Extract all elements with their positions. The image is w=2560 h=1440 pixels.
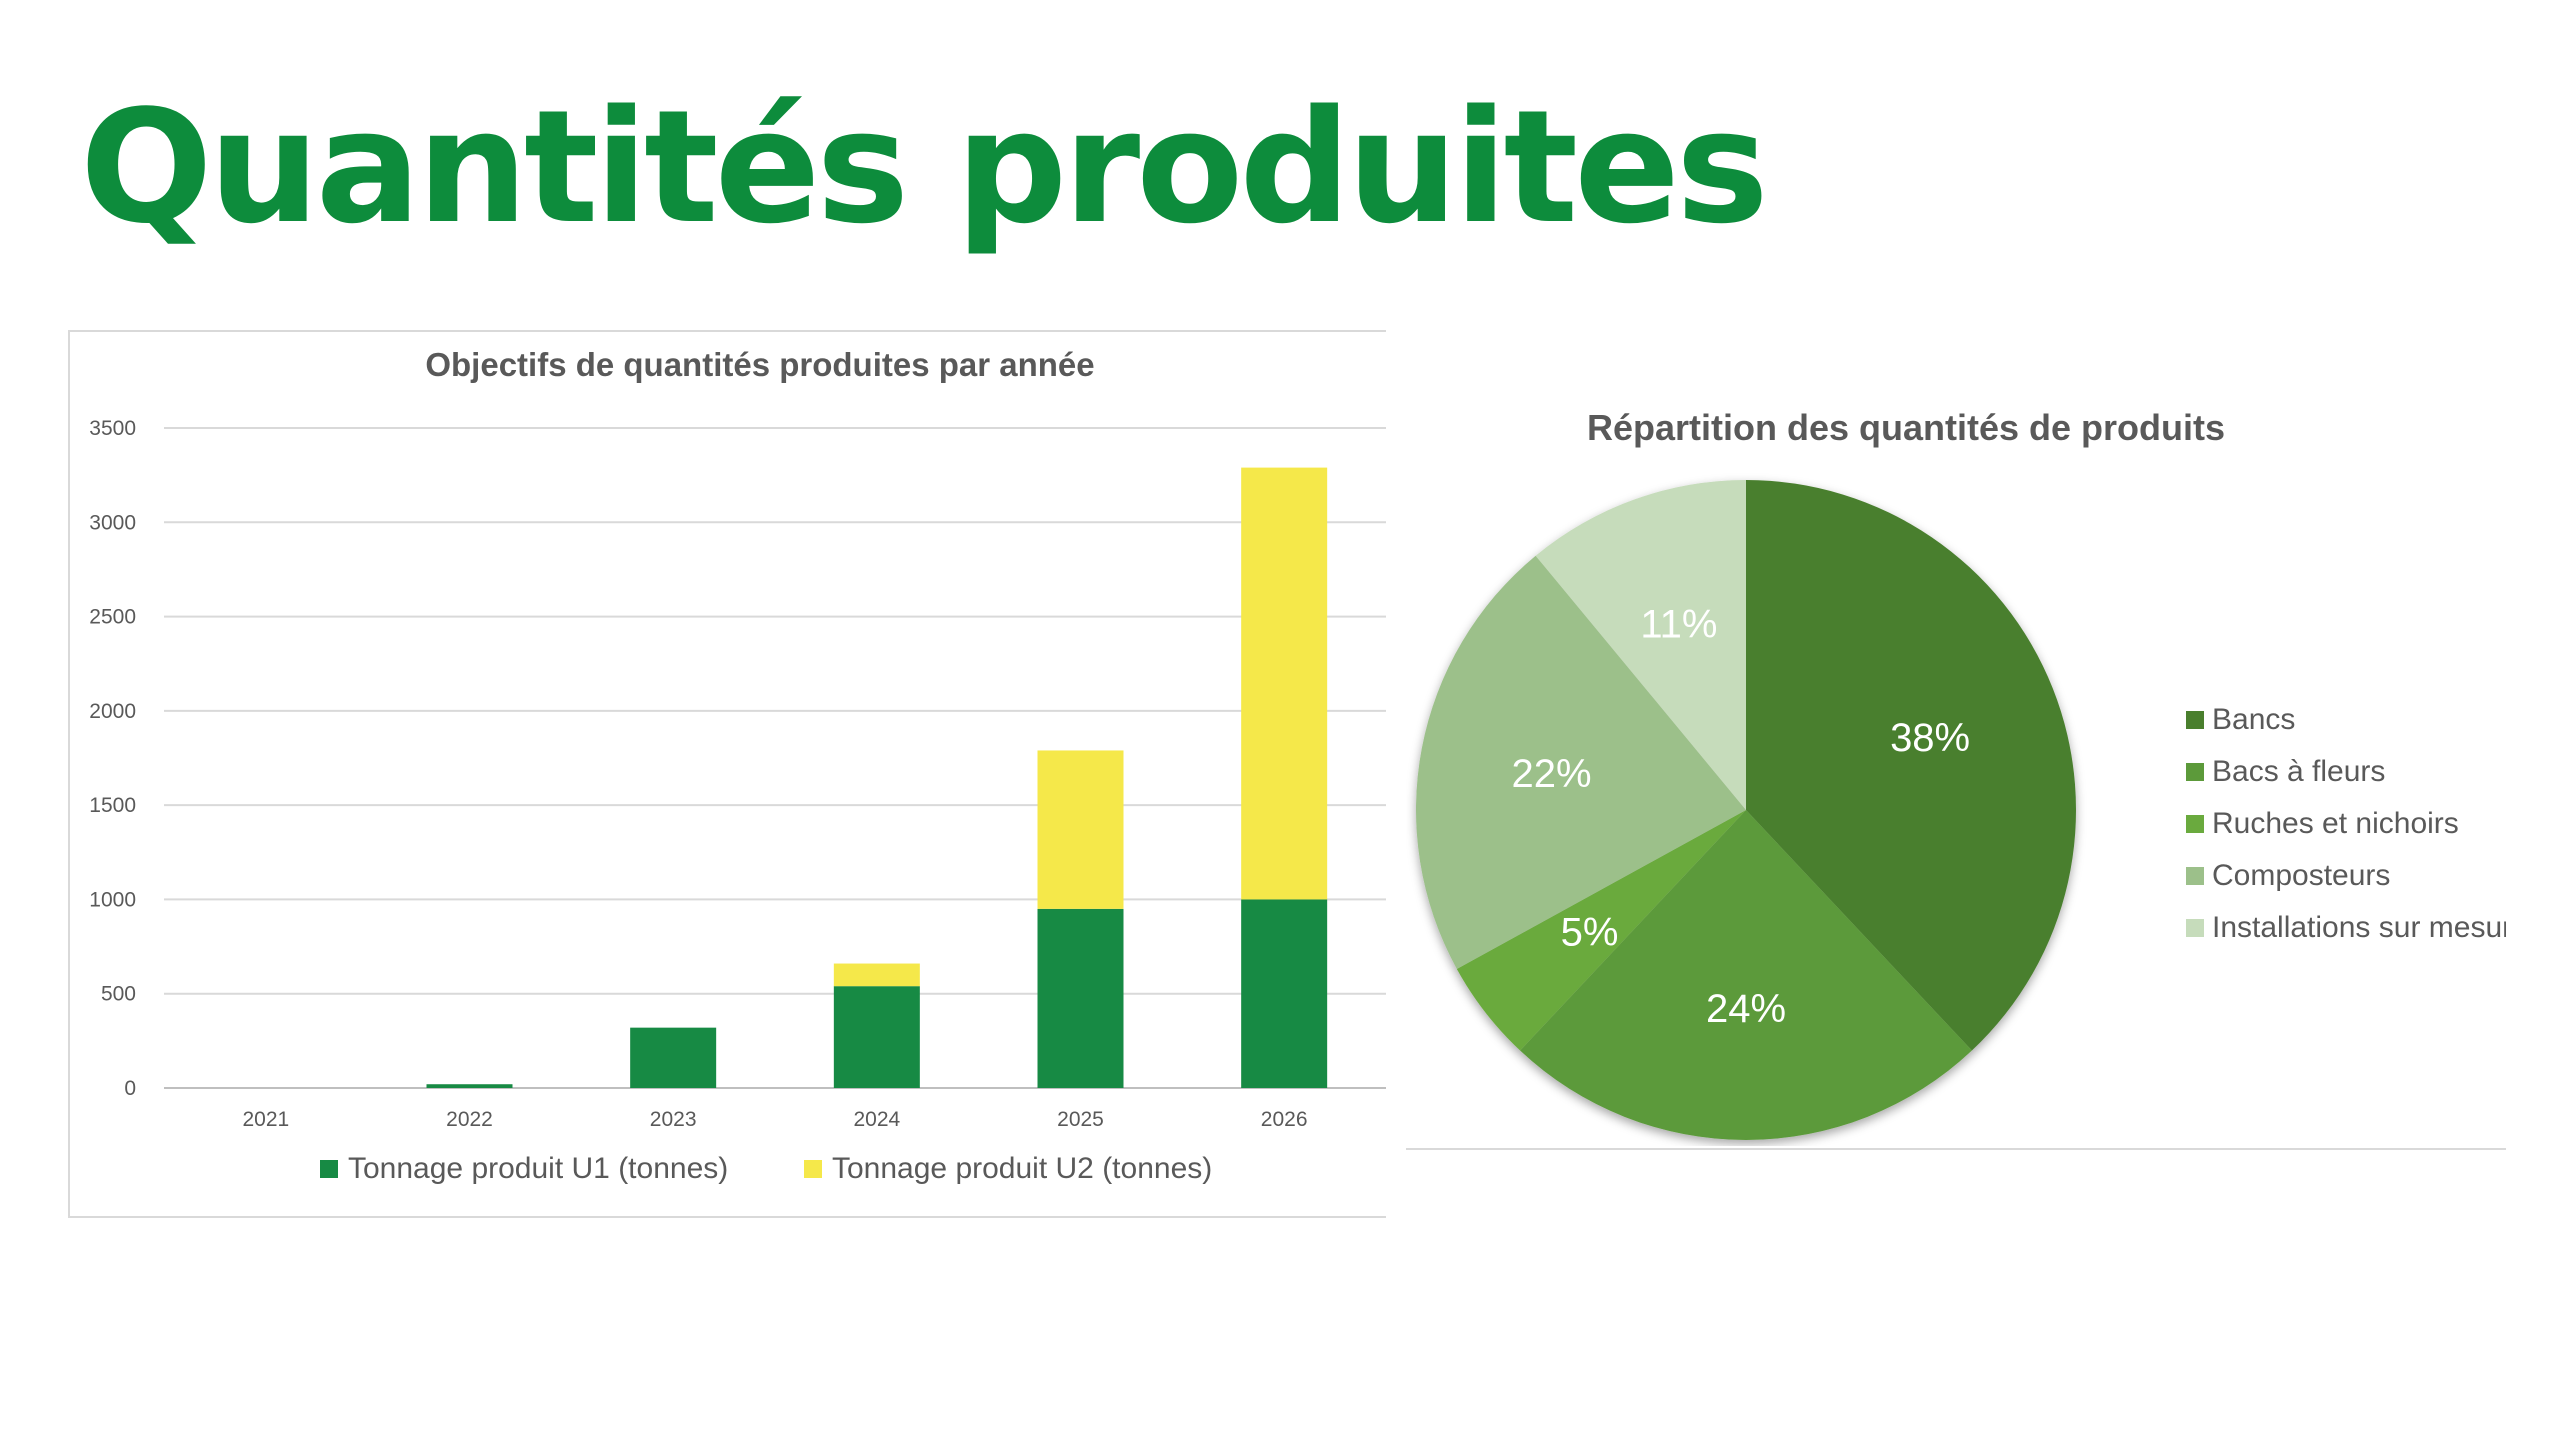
y-tick-label: 1500 xyxy=(89,794,136,817)
pie-slice-5 xyxy=(1535,480,1746,810)
legend-label: Bancs xyxy=(2212,703,2295,736)
legend-label: Tonnage produit U2 (tonnes) xyxy=(832,1152,1212,1185)
bar-2026-series-1 xyxy=(1241,899,1328,1088)
x-tick-label: 2026 xyxy=(1261,1108,1308,1131)
y-tick-label: 3500 xyxy=(89,417,136,440)
legend-label: Tonnage produit U1 (tonnes) xyxy=(348,1152,728,1185)
pie-slice-2 xyxy=(1520,810,1972,1140)
legend-swatch xyxy=(2186,867,2204,885)
bar-2025-series-2 xyxy=(1037,750,1124,909)
legend-label: Bacs à fleurs xyxy=(2212,755,2385,788)
bar-2024-series-1 xyxy=(833,986,920,1088)
bar-chart-title: Objectifs de quantités produites par ann… xyxy=(425,346,1094,383)
pie-slice-3 xyxy=(1456,810,1746,1051)
pie-data-label: 11% xyxy=(1640,603,1717,647)
pie-data-label: 38% xyxy=(1890,716,1970,760)
legend-swatch xyxy=(320,1160,338,1178)
x-tick-label: 2025 xyxy=(1057,1108,1104,1131)
bar-2023-series-1 xyxy=(630,1027,717,1088)
pie-chart-panel: Répartition des quantités de produits 38… xyxy=(1406,330,2529,1150)
pie-slice-1 xyxy=(1746,480,2076,1051)
y-tick-label: 1000 xyxy=(89,888,136,911)
y-tick-label: 3000 xyxy=(89,511,136,534)
pie-data-label: 5% xyxy=(1561,910,1619,954)
pie-slice-4 xyxy=(1416,555,1746,969)
x-tick-label: 2024 xyxy=(853,1108,900,1131)
legend-swatch xyxy=(2186,763,2204,781)
x-tick-label: 2023 xyxy=(650,1108,697,1131)
bar-2022-series-1 xyxy=(426,1084,513,1088)
x-tick-label: 2022 xyxy=(446,1108,493,1131)
legend-swatch xyxy=(2186,815,2204,833)
legend-swatch xyxy=(804,1160,822,1178)
bar-chart: Objectifs de quantités produites par ann… xyxy=(89,346,1386,1185)
bar-2024-series-2 xyxy=(833,963,920,987)
pie-data-label: 22% xyxy=(1511,752,1591,796)
pie-data-label: 24% xyxy=(1706,987,1786,1031)
bar-chart-panel: Objectifs de quantités produites par ann… xyxy=(68,330,1386,1218)
y-tick-label: 2500 xyxy=(89,606,136,629)
pie-chart-title: Répartition des quantités de produits xyxy=(1587,407,2225,448)
x-tick-label: 2021 xyxy=(242,1108,289,1131)
page-title: Quantités produites xyxy=(80,76,1769,258)
legend-swatch xyxy=(2186,711,2204,729)
bar-2026-series-2 xyxy=(1241,467,1328,900)
legend-label: Ruches et nichoirs xyxy=(2212,807,2459,840)
legend-swatch xyxy=(2186,919,2204,937)
pie-chart: Répartition des quantités de produits 38… xyxy=(1416,407,2529,1140)
legend-label: Composteurs xyxy=(2212,859,2390,892)
bar-2025-series-1 xyxy=(1037,908,1124,1088)
legend-label: Installations sur mesure xyxy=(2212,911,2506,944)
y-tick-label: 2000 xyxy=(89,700,136,723)
y-tick-label: 0 xyxy=(124,1077,136,1100)
y-tick-label: 500 xyxy=(101,983,136,1006)
